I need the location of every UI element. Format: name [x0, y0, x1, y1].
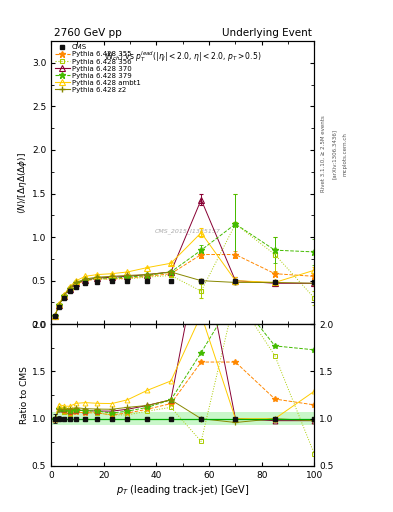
- Y-axis label: $\langle N\rangle/[\Delta\eta\Delta(\Delta\phi)]$: $\langle N\rangle/[\Delta\eta\Delta(\Del…: [16, 152, 29, 214]
- Text: Underlying Event: Underlying Event: [222, 28, 312, 38]
- Text: $\langle N_{ch}\rangle$ vs $p_T^{lead}$($|\eta_l|$$<$2.0, $\eta|$$<$2.0, $p_T$$>: $\langle N_{ch}\rangle$ vs $p_T^{lead}$(…: [104, 50, 261, 65]
- Legend: CMS, Pythia 6.428 355, Pythia 6.428 356, Pythia 6.428 370, Pythia 6.428 379, Pyt: CMS, Pythia 6.428 355, Pythia 6.428 356,…: [53, 42, 143, 95]
- X-axis label: $p_T$ (leading track-jet) [GeV]: $p_T$ (leading track-jet) [GeV]: [116, 482, 250, 497]
- Y-axis label: Ratio to CMS: Ratio to CMS: [20, 366, 29, 424]
- Bar: [51, 412, 314, 425]
- Text: Rivet 3.1.10, ≥ 2.5M events: Rivet 3.1.10, ≥ 2.5M events: [320, 115, 325, 192]
- Text: 2760 GeV pp: 2760 GeV pp: [54, 28, 121, 38]
- Text: CMS_2015_I1385157: CMS_2015_I1385157: [155, 228, 221, 233]
- Text: mcplots.cern.ch: mcplots.cern.ch: [343, 132, 348, 176]
- Text: [arXiv:1306.3436]: [arXiv:1306.3436]: [332, 129, 337, 179]
